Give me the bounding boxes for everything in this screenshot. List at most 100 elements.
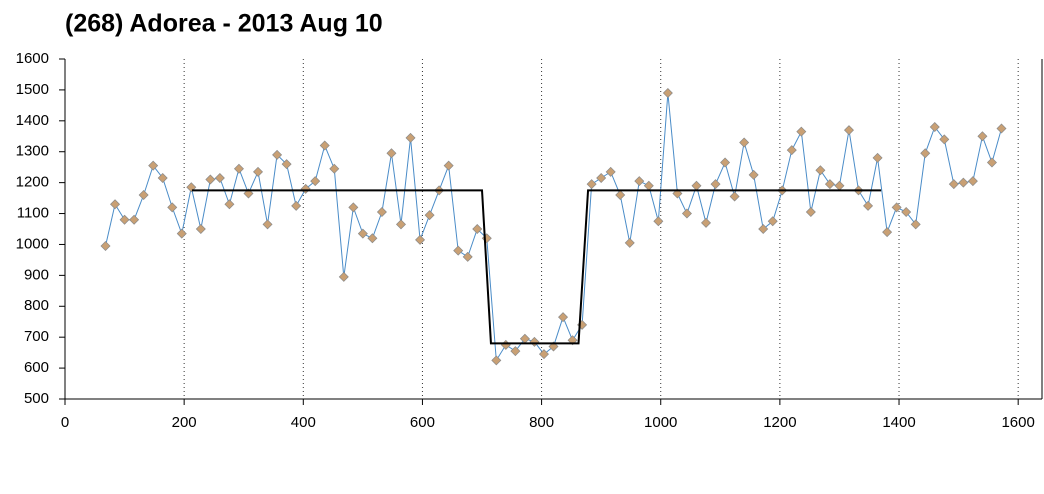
- y-tick-label: 1500: [16, 81, 49, 98]
- y-tick-label: 900: [24, 266, 49, 283]
- chart-title: (268) Adorea - 2013 Aug 10: [65, 10, 383, 38]
- x-tick-label: 0: [61, 414, 69, 431]
- data-point: [148, 160, 159, 171]
- x-tick-label: 400: [291, 414, 316, 431]
- data-point: [424, 210, 435, 221]
- data-point: [129, 214, 140, 225]
- data-point: [214, 173, 225, 183]
- data-point: [386, 148, 397, 159]
- data-point: [920, 148, 931, 159]
- data-point: [748, 169, 759, 180]
- data-point: [882, 227, 893, 238]
- data-point: [805, 207, 816, 217]
- data-point: [415, 234, 426, 245]
- data-point: [872, 152, 883, 163]
- data-point: [491, 355, 502, 366]
- data-point: [720, 157, 731, 168]
- data-point: [939, 134, 950, 145]
- data-point: [767, 216, 778, 227]
- y-tick-label: 1200: [16, 174, 49, 191]
- data-point: [443, 160, 454, 171]
- x-tick-label: 1000: [644, 414, 677, 431]
- data-point: [538, 349, 549, 360]
- data-point: [615, 190, 626, 200]
- x-tick-label: 800: [529, 414, 554, 431]
- x-tick-label: 600: [410, 414, 435, 431]
- data-point: [253, 166, 264, 177]
- data-point: [510, 346, 521, 357]
- y-tick-label: 1000: [16, 235, 49, 252]
- y-tick-label: 800: [24, 297, 49, 314]
- data-point: [967, 176, 978, 187]
- data-point: [605, 166, 616, 177]
- y-tick-label: 1100: [17, 205, 49, 222]
- data-point: [558, 312, 569, 323]
- data-point: [291, 200, 302, 211]
- data-point: [262, 219, 273, 230]
- data-point: [815, 165, 826, 176]
- data-point: [796, 126, 807, 137]
- data-point: [272, 149, 283, 160]
- data-point: [863, 200, 874, 211]
- data-point: [929, 122, 940, 132]
- data-point: [948, 179, 959, 190]
- data-point: [500, 339, 511, 350]
- data-point: [786, 145, 797, 156]
- data-point: [596, 173, 607, 183]
- y-tick-label: 700: [24, 328, 49, 345]
- data-point: [710, 179, 721, 190]
- data-point: [157, 173, 168, 183]
- data-point: [701, 217, 712, 228]
- data-point: [758, 224, 769, 234]
- model-line: [191, 189, 882, 345]
- data-point: [729, 191, 740, 202]
- x-tick-label: 1200: [763, 414, 796, 431]
- data-line: [105, 92, 1002, 362]
- y-tick-label: 500: [24, 390, 49, 407]
- data-point: [329, 163, 340, 174]
- data-point: [653, 216, 664, 227]
- data-point: [834, 180, 845, 191]
- data-point: [824, 179, 835, 190]
- data-point: [643, 180, 654, 191]
- data-point: [376, 207, 387, 217]
- data-point: [624, 237, 635, 248]
- data-point: [519, 333, 530, 344]
- y-tick-label: 600: [24, 359, 49, 376]
- data-point: [996, 123, 1007, 134]
- data-point: [367, 233, 378, 244]
- data-point: [958, 177, 969, 188]
- data-point: [986, 157, 997, 168]
- y-tick-label: 1600: [16, 50, 49, 67]
- data-point: [462, 251, 473, 262]
- data-point: [691, 180, 702, 191]
- y-tick-label: 1300: [16, 143, 49, 160]
- data-point: [310, 176, 321, 187]
- data-point: [100, 241, 111, 251]
- data-point: [119, 214, 130, 225]
- data-point: [195, 224, 206, 234]
- data-point: [843, 125, 854, 136]
- data-point: [662, 88, 673, 98]
- data-point: [233, 163, 244, 174]
- x-tick-label: 1400: [882, 414, 915, 431]
- data-point: [891, 202, 902, 213]
- data-point: [634, 176, 645, 187]
- data-point: [281, 159, 292, 170]
- data-point: [472, 224, 483, 234]
- data-point: [348, 202, 359, 213]
- data-point: [405, 132, 416, 143]
- data-point: [910, 219, 921, 230]
- x-tick-label: 1600: [1001, 414, 1034, 431]
- data-point: [110, 199, 121, 210]
- data-point: [338, 271, 349, 282]
- data-point: [167, 202, 178, 213]
- data-point: [357, 228, 368, 239]
- data-point: [205, 174, 216, 185]
- data-point: [977, 131, 988, 142]
- data-point: [224, 199, 235, 210]
- data-point: [176, 228, 187, 239]
- data-point: [395, 219, 406, 230]
- data-point: [319, 140, 330, 151]
